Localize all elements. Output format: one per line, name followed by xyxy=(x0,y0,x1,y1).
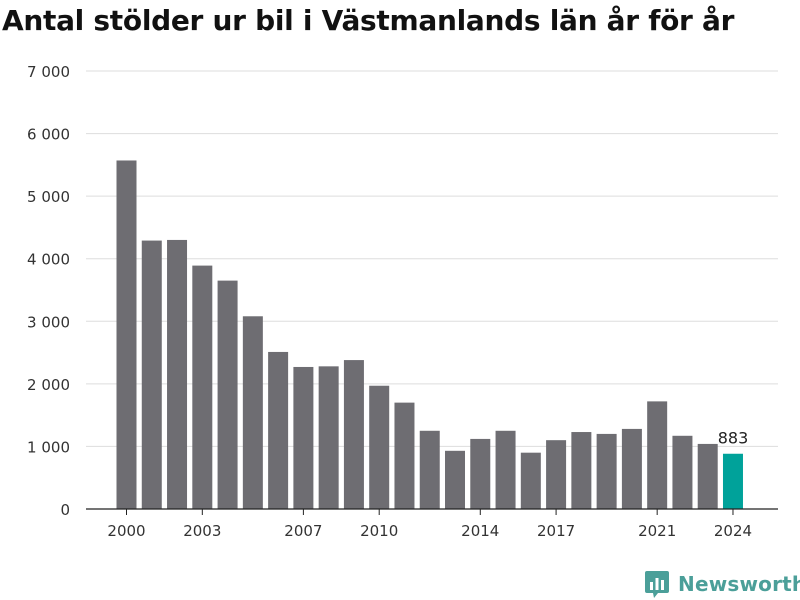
bar-2015 xyxy=(495,430,516,509)
chart-title: Antal stölder ur bil i Västmanlands län … xyxy=(2,4,735,37)
bar-2012 xyxy=(419,430,440,509)
x-tick-label: 2000 xyxy=(107,522,145,540)
y-axis-ticks: 0 1 000 2 000 3 000 4 000 5 000 6 000 7 000 xyxy=(27,63,70,519)
bar-2011 xyxy=(394,402,415,509)
newsworthy-logo-text: Newsworthy xyxy=(678,572,800,596)
bar-2004 xyxy=(217,280,238,509)
y-tick-label: 7 000 xyxy=(27,63,70,81)
bar-2019 xyxy=(596,433,617,509)
y-tick-label: 2 000 xyxy=(27,376,70,394)
data-label-2024: 883 xyxy=(718,429,749,448)
bar-2018 xyxy=(571,432,592,509)
bar-2016 xyxy=(520,452,541,509)
data-labels: 883 xyxy=(718,429,749,448)
bar-chart: 0 1 000 2 000 3 000 4 000 5 000 6 000 7 000 200… xyxy=(27,63,778,540)
y-tick-label: 5 000 xyxy=(27,188,70,206)
gridlines xyxy=(86,70,778,447)
newsworthy-logo: Newsworthy xyxy=(644,569,800,599)
bar-2014 xyxy=(470,438,491,509)
bar-2017 xyxy=(546,440,567,509)
bar-2008 xyxy=(318,366,339,509)
x-tick-label: 2003 xyxy=(183,522,221,540)
x-tick-label: 2021 xyxy=(638,522,676,540)
bar-2010 xyxy=(369,385,390,509)
x-tick-label: 2014 xyxy=(461,522,499,540)
bar-2005 xyxy=(242,316,263,509)
bar-2006 xyxy=(268,351,289,509)
bar-2000 xyxy=(116,160,137,509)
x-tick-label: 2017 xyxy=(537,522,575,540)
bar-2021 xyxy=(647,401,668,509)
bar-2002 xyxy=(167,239,188,509)
bar-2022 xyxy=(672,435,693,509)
y-tick-label: 1 000 xyxy=(27,438,70,456)
x-axis: 2000 2003 2007 2010 2014 2017 2021 2024 xyxy=(86,508,778,540)
bar-2009 xyxy=(343,360,364,509)
y-tick-label: 0 xyxy=(60,501,70,519)
x-tick-label: 2007 xyxy=(284,522,322,540)
newsworthy-chart-icon xyxy=(645,571,669,598)
y-tick-label: 3 000 xyxy=(27,313,70,331)
bars xyxy=(116,160,743,509)
bar-2007 xyxy=(293,366,314,509)
x-tick-label: 2010 xyxy=(360,522,398,540)
x-tick-label: 2024 xyxy=(714,522,752,540)
y-tick-label: 6 000 xyxy=(27,126,70,144)
bar-2003 xyxy=(192,265,213,509)
bar-2023 xyxy=(697,443,718,509)
bar-2020 xyxy=(621,428,642,509)
bar-2001 xyxy=(141,240,162,509)
bar-2024 xyxy=(722,453,743,509)
bar-2013 xyxy=(445,450,466,509)
y-tick-label: 4 000 xyxy=(27,251,70,269)
